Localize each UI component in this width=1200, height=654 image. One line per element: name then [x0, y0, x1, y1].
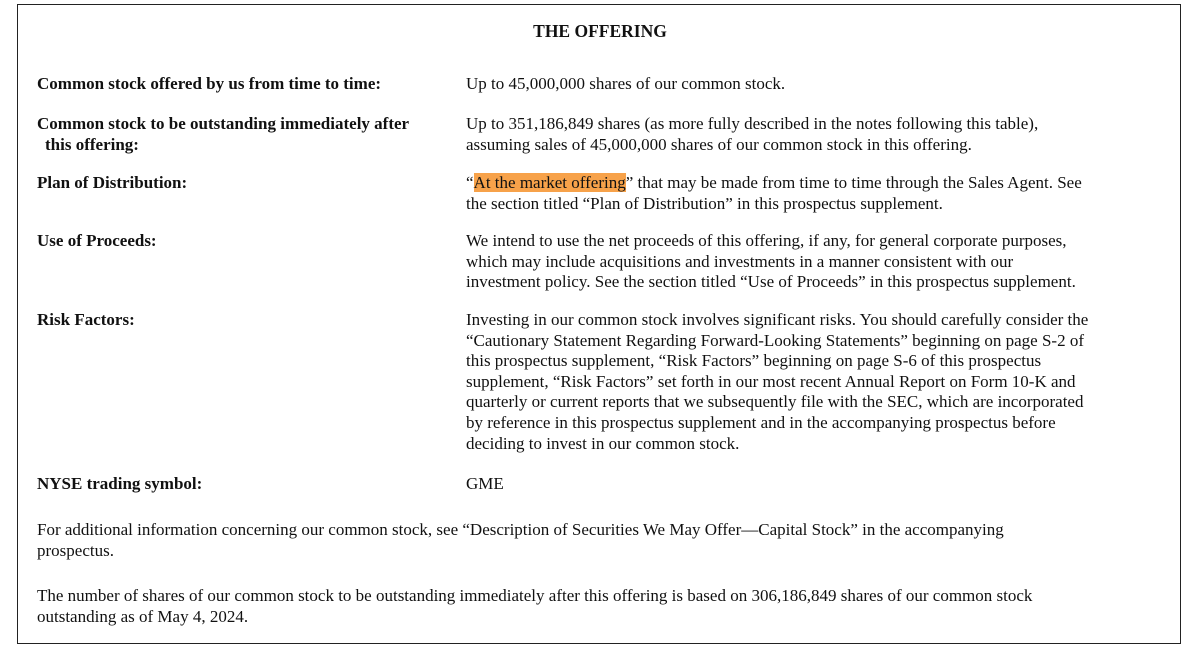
row-value-outstanding: Up to 351,186,849 shares (as more fully … — [466, 114, 1038, 155]
value-line: GME — [466, 474, 504, 493]
label-line: Common stock offered by us from time to … — [37, 74, 382, 93]
row-label-risk: Risk Factors: — [37, 310, 135, 331]
row-value-proceeds: We intend to use the net proceeds of thi… — [466, 231, 1076, 293]
row-label-plan: Plan of Distribution: — [37, 173, 187, 194]
value-line: deciding to invest in our common stock. — [466, 433, 740, 453]
open-quote: “ — [466, 173, 474, 192]
value-line: investment policy. See the section title… — [466, 272, 1076, 292]
paragraph-line: outstanding as of May 4, 2024. — [37, 606, 249, 626]
value-line: this prospectus supplement, “Risk Factor… — [466, 351, 1042, 371]
row-value-risk: Investing in our common stock involves s… — [466, 310, 1088, 454]
value-text: ” that may be made from time to time thr… — [625, 173, 1082, 192]
value-line: “At the market offering” that may be mad… — [466, 173, 1082, 194]
value-line: the section titled “Plan of Distribution… — [466, 193, 943, 213]
value-line: assuming sales of 45,000,000 shares of o… — [466, 134, 972, 154]
row-value-offered: Up to 45,000,000 shares of our common st… — [466, 74, 785, 95]
row-label-offered: Common stock offered by us from time to … — [37, 74, 381, 95]
label-line: NYSE trading symbol: — [37, 474, 203, 493]
paragraph-line: prospectus. — [37, 540, 114, 560]
label-line: Common stock to be outstanding immediate… — [37, 114, 410, 133]
paragraph-line: For additional information concerning ou… — [37, 520, 1004, 539]
label-line: Use of Proceeds: — [37, 231, 157, 250]
value-line: “Cautionary Statement Regarding Forward-… — [466, 330, 1085, 350]
paragraph-line: The number of shares of our common stock… — [37, 586, 1033, 605]
document-frame — [17, 4, 1181, 644]
row-label-symbol: NYSE trading symbol: — [37, 474, 202, 495]
value-line: Up to 45,000,000 shares of our common st… — [466, 74, 786, 93]
value-line: Up to 351,186,849 shares (as more fully … — [466, 114, 1039, 133]
paragraph-share-count: The number of shares of our common stock… — [37, 586, 1032, 627]
label-line: this offering: — [45, 134, 139, 154]
row-value-plan: “At the market offering” that may be mad… — [466, 173, 1082, 214]
row-value-symbol: GME — [466, 474, 504, 495]
highlighted-text: At the market offering — [473, 173, 626, 192]
value-line: by reference in this prospectus suppleme… — [466, 412, 1056, 432]
value-line: Investing in our common stock involves s… — [466, 310, 1089, 329]
paragraph-additional-info: For additional information concerning ou… — [37, 520, 1004, 561]
value-line: We intend to use the net proceeds of thi… — [466, 231, 1067, 250]
value-line: quarterly or current reports that we sub… — [466, 392, 1084, 412]
value-line: supplement, “Risk Factors” set forth in … — [466, 371, 1076, 391]
row-label-outstanding: Common stock to be outstanding immediate… — [37, 114, 409, 155]
value-line: which may include acquisitions and inves… — [466, 251, 1014, 271]
row-label-proceeds: Use of Proceeds: — [37, 231, 157, 252]
label-line: Plan of Distribution: — [37, 173, 188, 192]
label-line: Risk Factors: — [37, 310, 135, 329]
section-title: THE OFFERING — [533, 21, 667, 41]
